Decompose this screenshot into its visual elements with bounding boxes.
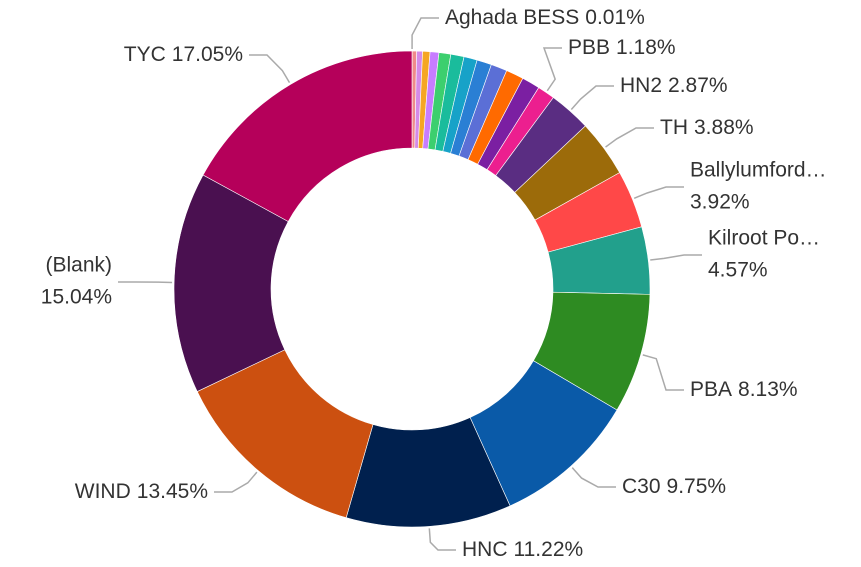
slice	[202, 50, 413, 222]
slice-label: TH 3.88%	[660, 116, 754, 139]
slice-value-label: 4.57%	[708, 259, 768, 282]
leader-line	[571, 467, 616, 488]
slice-name: TH	[660, 116, 688, 139]
slice-label: PBA 8.13%	[690, 378, 798, 401]
slice-name: HNC	[462, 538, 508, 561]
slice-label: Ballylumford…	[690, 159, 827, 182]
slice-name: PBA	[690, 378, 732, 401]
slice-value-label: 2.87%	[668, 74, 728, 97]
leader-line	[118, 281, 173, 284]
slice-name: C30	[622, 475, 661, 498]
slice-label: Kilroot Po…	[708, 227, 820, 250]
slice-name: PBB	[568, 36, 610, 59]
slice-name: TYC	[124, 43, 166, 66]
leader-line	[428, 528, 456, 551]
leader-line	[570, 85, 614, 111]
slice-value-label: 0.01%	[585, 6, 645, 29]
leader-line	[214, 471, 258, 493]
slice-name: Aghada BESS	[445, 6, 579, 29]
slice-value-label: 11.22%	[514, 538, 584, 561]
slice-value-label: 13.45%	[137, 480, 208, 503]
slice-label: Aghada BESS 0.01%	[445, 6, 645, 29]
slice-value-label: 9.75%	[667, 475, 727, 498]
slice-value-label: 8.13%	[738, 378, 798, 401]
slice-label: C30 9.75%	[622, 475, 726, 498]
slice-label: HNC 11.22%	[462, 538, 583, 561]
leader-line	[605, 127, 654, 148]
slice-value-label: 1.18%	[616, 36, 676, 59]
slice-label: TYC 17.05%	[124, 43, 243, 66]
slice-value-label: 15.04%	[41, 286, 112, 309]
slice-label: WIND 13.45%	[75, 480, 208, 503]
slice-label: (Blank)	[45, 254, 112, 277]
leader-line	[633, 186, 684, 199]
leader-line	[249, 54, 291, 83]
slice-label: HN2 2.87%	[620, 74, 728, 97]
leader-line	[542, 47, 562, 92]
slice-value-label: 17.05%	[172, 43, 243, 66]
leader-line	[642, 354, 684, 391]
slice-name: HN2	[620, 74, 662, 97]
leader-line	[650, 254, 702, 261]
slice-value-label: 3.92%	[690, 191, 750, 214]
slice-name: WIND	[75, 480, 131, 503]
slice-label: PBB 1.18%	[568, 36, 676, 59]
leader-line	[411, 17, 439, 50]
slice-value-label: 3.88%	[694, 116, 754, 139]
